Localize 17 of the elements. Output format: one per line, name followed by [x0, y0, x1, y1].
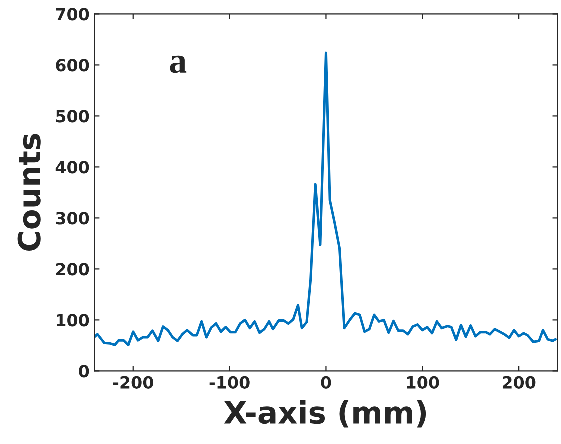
y-tick-label: 500: [56, 110, 90, 123]
y-tick-label: 700: [56, 8, 90, 21]
y-axis-title: Counts: [18, 134, 41, 252]
line-series: [94, 52, 557, 346]
annotation: a: [170, 56, 187, 74]
y-tick-label: 400: [56, 161, 90, 174]
x-axis-title: X-axis (mm): [224, 400, 426, 428]
x-tick-label: -200: [113, 376, 154, 389]
x-tick-label: 200: [502, 376, 536, 389]
x-tick-label: 0: [321, 376, 332, 389]
y-tick-label: 200: [56, 263, 90, 276]
y-tick-label: 100: [57, 314, 90, 327]
y-tick-label: 0: [79, 365, 90, 378]
x-tick-label: 100: [407, 376, 440, 389]
x-tick-label: -100: [210, 376, 250, 389]
y-tick-label: 300: [56, 212, 90, 225]
y-tick-label: 600: [56, 59, 90, 72]
